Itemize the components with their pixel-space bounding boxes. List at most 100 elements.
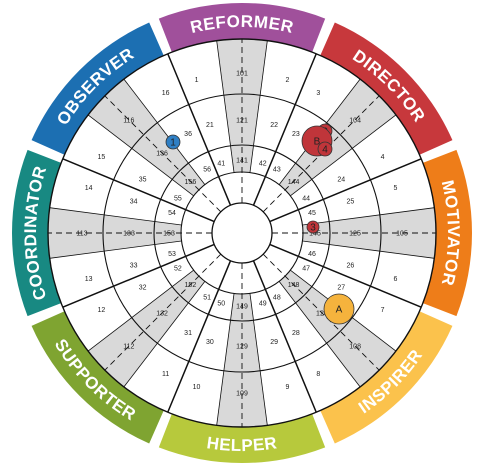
segment-motivator <box>422 149 472 317</box>
shaded-band <box>302 207 436 259</box>
marker-label: 1 <box>170 138 176 149</box>
cell-number: 108 <box>349 344 361 351</box>
cell-number: 32 <box>139 284 147 291</box>
cell-number: 44 <box>302 196 310 203</box>
cell-number: 51 <box>203 295 211 302</box>
dashed-axis <box>262 253 380 371</box>
spoke-line <box>249 293 268 426</box>
cell-number: 35 <box>139 177 147 184</box>
cell-number: 7 <box>381 307 385 314</box>
cell-number: 144 <box>288 179 300 186</box>
cell-number: 136 <box>156 151 168 158</box>
cell-number: 133 <box>123 231 135 238</box>
cell-number: 105 <box>396 231 408 238</box>
cell-number: 109 <box>236 391 248 398</box>
cell-number: 104 <box>349 117 361 124</box>
cell-number: 10 <box>193 384 201 391</box>
sector-boundary <box>269 243 422 308</box>
cell-number: 25 <box>346 198 354 205</box>
dashed-axis <box>104 253 222 371</box>
cell-number: 16 <box>162 90 170 97</box>
spoke-line <box>49 240 182 259</box>
sector-boundary <box>252 53 317 206</box>
cell-number: 8 <box>316 371 320 378</box>
segment-coordinator <box>11 149 62 317</box>
cell-number: 113 <box>76 231 87 238</box>
cell-number: 28 <box>292 330 300 337</box>
segment-reformer <box>158 3 326 53</box>
cell-number: 11 <box>162 371 169 378</box>
ring-line <box>153 144 331 322</box>
cell-number: 41 <box>217 161 225 168</box>
sector-boundary <box>269 158 422 223</box>
cell-number: 121 <box>236 118 248 125</box>
shaded-band <box>216 38 268 173</box>
ring-line <box>102 93 382 373</box>
cell-number: 2 <box>285 77 289 84</box>
cell-number: 15 <box>97 154 105 161</box>
cell-number: 116 <box>123 117 134 124</box>
cell-number: 112 <box>123 344 134 351</box>
cell-number: 43 <box>273 166 281 173</box>
grid-lines <box>47 38 437 428</box>
segment-label: HELPER <box>206 433 279 455</box>
segment-inspirer <box>320 311 453 444</box>
marker-4 <box>317 141 333 157</box>
center-hub <box>211 202 273 264</box>
cell-number: 145 <box>309 231 321 238</box>
shaded-band <box>48 207 182 259</box>
marker-1 <box>165 134 181 150</box>
cell-number: 156 <box>185 179 197 186</box>
spoke-line <box>87 114 194 197</box>
sector-boundary <box>62 243 215 308</box>
cell-number: 132 <box>156 310 168 317</box>
cell-number: 48 <box>273 295 281 302</box>
spoke-line <box>302 207 435 226</box>
segment-director <box>320 22 453 155</box>
cell-numbers: 1101231044510567108891091011112121311314… <box>76 71 408 398</box>
cell-number: 129 <box>236 344 248 351</box>
spoke-line <box>302 240 435 259</box>
cell-number: 45 <box>308 210 316 217</box>
sector-boundary <box>252 260 317 413</box>
cell-number: 54 <box>168 210 176 217</box>
cell-number: 9 <box>285 384 289 391</box>
spoke-line <box>216 40 235 173</box>
cell-number: 34 <box>130 198 138 205</box>
dashed-axis <box>104 95 222 213</box>
cell-number: 101 <box>236 71 248 78</box>
cell-number: 153 <box>163 231 175 238</box>
spoke-line <box>249 40 268 173</box>
marker-label: 3 <box>310 223 316 234</box>
cell-number: 30 <box>206 339 214 346</box>
cell-number: 31 <box>184 330 192 337</box>
segment-label-path: HELPER <box>206 433 278 455</box>
cell-number: 4 <box>381 154 385 161</box>
cell-number: 152 <box>185 282 197 289</box>
cell-number: 148 <box>288 282 300 289</box>
marker-label: B <box>314 137 321 148</box>
marker-a <box>323 293 355 325</box>
spoke-line <box>123 281 206 388</box>
cell-number: 23 <box>292 131 300 138</box>
cell-number: 42 <box>259 161 267 168</box>
cell-number: 49 <box>259 300 267 307</box>
cell-number: 24 <box>337 177 345 184</box>
marker-label: A <box>336 305 343 316</box>
cell-number: 21 <box>206 122 214 129</box>
spoke-line <box>49 207 182 226</box>
sector-boundary <box>167 260 232 413</box>
spoke-line <box>278 281 361 388</box>
cell-number: 55 <box>174 196 182 203</box>
cell-number: 50 <box>217 300 225 307</box>
segment-helper <box>158 413 326 463</box>
cell-number: 56 <box>203 166 211 173</box>
cell-number: 14 <box>85 185 93 192</box>
marker-3 <box>306 220 320 234</box>
cell-number: 47 <box>302 265 310 272</box>
cell-number: 36 <box>184 131 192 138</box>
spoke-line <box>87 269 194 352</box>
cell-number: 53 <box>168 251 176 258</box>
spoke-line <box>290 114 397 197</box>
